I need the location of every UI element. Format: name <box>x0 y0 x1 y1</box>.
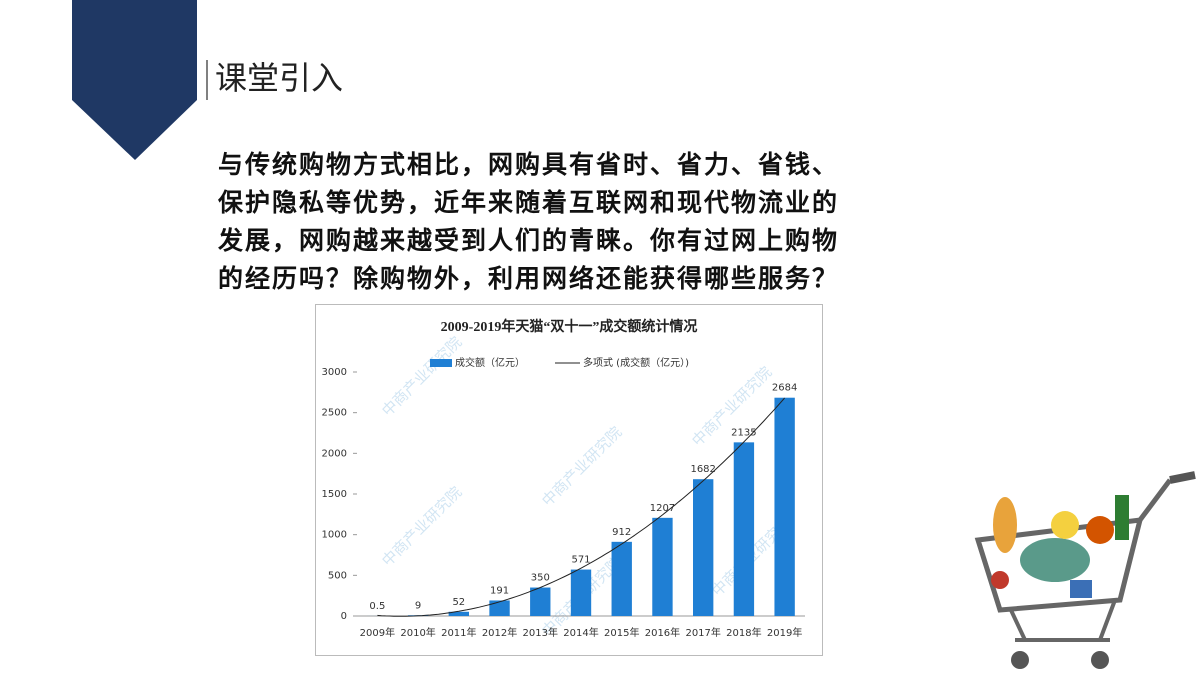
data-label: 2135 <box>731 427 756 438</box>
bar <box>530 587 551 616</box>
y-tick-label: 1500 <box>322 489 347 500</box>
paragraph-line: 发展，网购越来越受到人们的青睐。你有过网上购物 <box>218 226 840 255</box>
x-tick-label: 2013年 <box>523 626 558 639</box>
bar <box>570 569 592 616</box>
heading: 课堂引入 <box>215 59 343 97</box>
x-tick-label: 2019年 <box>767 626 802 639</box>
x-tick-label: 2014年 <box>563 626 598 639</box>
legend-label: 成交额（亿元） <box>455 356 525 369</box>
cart-illustration <box>974 471 1196 669</box>
bar <box>489 600 510 616</box>
y-tick-label: 0 <box>341 611 347 622</box>
x-tick-label: 2017年 <box>685 626 720 639</box>
bar <box>448 611 469 616</box>
data-label: 1207 <box>650 503 675 514</box>
y-tick-label: 500 <box>328 570 347 581</box>
legend-label: 多项式 (成交额（亿元）) <box>583 356 689 369</box>
chart: 2009-2019年天猫“双十一”成交额统计情况 中商产业研究院中商产业研究院中… <box>315 304 823 656</box>
data-label: 912 <box>612 527 631 538</box>
paragraph-line: 与传统购物方式相比，网购具有省时、省力、省钱、 <box>218 150 840 179</box>
data-label: 191 <box>490 585 509 596</box>
x-tick-label: 2010年 <box>400 626 435 639</box>
data-label: 0.5 <box>369 601 385 612</box>
data-label: 350 <box>531 573 550 584</box>
data-label: 52 <box>452 597 465 608</box>
data-label: 1682 <box>690 464 715 475</box>
x-tick-label: 2018年 <box>726 626 761 639</box>
y-tick-label: 2000 <box>322 448 347 459</box>
bar <box>693 479 714 616</box>
chart-title: 2009-2019年天猫“双十一”成交额统计情况 <box>441 318 698 335</box>
bar <box>774 397 795 616</box>
bar <box>652 517 673 616</box>
y-tick-label: 1000 <box>322 530 347 541</box>
bar <box>611 541 632 616</box>
banner <box>72 0 197 160</box>
data-label: 9 <box>415 600 421 611</box>
bar <box>733 442 755 616</box>
data-label: 571 <box>571 555 590 566</box>
data-label: 2684 <box>772 383 797 394</box>
x-tick-label: 2012年 <box>482 626 517 639</box>
paragraph-line: 保护隐私等优势，近年来随着互联网和现代物流业的 <box>218 188 840 217</box>
x-tick-label: 2015年 <box>604 626 639 639</box>
y-tick-label: 2500 <box>322 408 347 419</box>
x-tick-label: 2011年 <box>441 626 476 639</box>
trendline <box>377 397 785 617</box>
legend-swatch <box>430 359 452 367</box>
y-tick-label: 3000 <box>322 367 347 378</box>
paragraph-line: 的经历吗？除购物外，利用网络还能获得哪些服务？ <box>218 264 840 293</box>
x-tick-label: 2016年 <box>645 626 680 639</box>
x-tick-label: 2009年 <box>360 626 395 639</box>
